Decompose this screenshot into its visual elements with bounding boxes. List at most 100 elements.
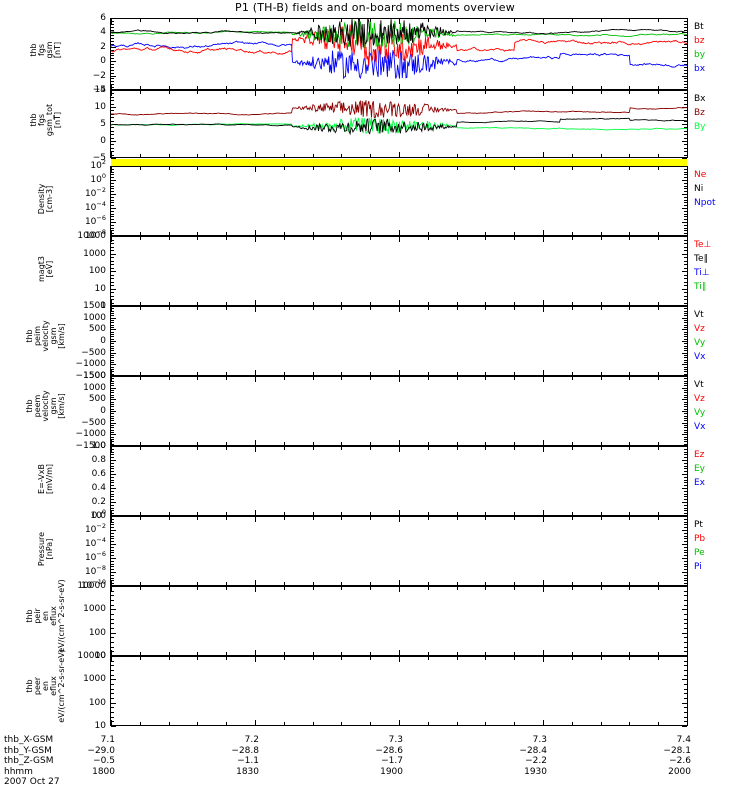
tick-mark <box>682 46 687 48</box>
tick-mark <box>111 35 114 37</box>
tick-mark <box>111 250 114 251</box>
tick-mark <box>111 425 114 426</box>
tick-mark <box>255 230 256 235</box>
tick-mark <box>684 137 687 139</box>
tick-mark <box>571 722 573 725</box>
tick-mark <box>543 152 544 157</box>
tick-mark <box>399 84 400 89</box>
tick-mark <box>485 237 487 240</box>
tick-mark <box>139 307 141 310</box>
tick-mark <box>111 569 114 571</box>
tick-mark <box>658 154 660 157</box>
tick-mark <box>111 387 116 389</box>
tick-mark <box>111 436 114 438</box>
tick-mark <box>111 502 116 503</box>
legend-fgs-gsm: Bt bz by bx <box>694 22 705 78</box>
tick-mark <box>399 152 400 157</box>
tick-mark <box>226 582 228 585</box>
tick-mark <box>456 652 458 655</box>
tick-mark <box>399 440 400 445</box>
tick-mark <box>682 558 687 559</box>
tick-mark <box>111 496 114 498</box>
x-tick-column: 7.1 −29.0 −0.5 1800 <box>67 735 115 777</box>
tick-mark <box>197 19 199 22</box>
tick-mark <box>312 86 314 89</box>
tick-mark <box>341 587 343 590</box>
tick-mark <box>684 64 687 66</box>
tick-mark <box>629 19 631 22</box>
y-tick: 10−4 <box>84 536 106 549</box>
tick-mark <box>111 306 116 307</box>
tick-mark <box>312 652 314 655</box>
y-tick: −1500 <box>75 371 106 381</box>
tick-mark <box>111 552 114 554</box>
tick-mark <box>514 652 516 655</box>
tick-mark <box>370 372 372 375</box>
x-tick-value: 7.3 <box>388 735 403 745</box>
tick-mark <box>658 307 660 310</box>
tick-mark <box>139 91 141 94</box>
tick-mark <box>485 722 487 725</box>
tick-mark <box>684 369 687 370</box>
tick-mark <box>111 355 114 356</box>
x-tick-value: −28.8 <box>231 745 259 756</box>
tick-mark <box>111 443 114 445</box>
tick-mark <box>111 78 114 80</box>
tick-mark <box>111 81 114 83</box>
x-tick-value: 1900 <box>380 766 403 777</box>
tick-mark <box>427 307 429 310</box>
tick-mark <box>514 657 516 660</box>
tick-mark <box>456 237 458 240</box>
y-axis-label-peer-eflux: thb peer en eflux eV/(cm^2-s-sr-eV) <box>25 649 66 723</box>
tick-mark <box>111 558 116 559</box>
tick-mark <box>312 232 314 235</box>
x-tick-value: −1.7 <box>381 756 403 766</box>
tick-mark <box>571 442 573 445</box>
tick-mark <box>226 512 228 515</box>
tick-mark <box>111 91 112 96</box>
tick-mark <box>684 541 687 543</box>
tick-mark <box>600 722 602 725</box>
y-tick: 6 <box>100 13 106 23</box>
tick-mark <box>111 75 116 77</box>
tick-mark <box>684 151 687 153</box>
tick-mark <box>543 587 544 592</box>
tick-mark <box>111 474 116 475</box>
tick-mark <box>543 377 544 382</box>
tick-mark <box>684 257 687 258</box>
tick-mark <box>427 652 429 655</box>
tick-mark <box>312 302 314 305</box>
tick-mark <box>111 55 114 57</box>
tick-mark <box>111 113 114 115</box>
y-ticks-peim-velocity: 1500 1000 500 0 −500 −1000 −1500 <box>62 301 106 381</box>
tick-mark <box>111 420 114 422</box>
tick-mark <box>514 86 516 89</box>
tick-mark <box>370 19 372 22</box>
tick-mark <box>684 660 687 662</box>
legend-item-Ni: Ni <box>694 184 704 194</box>
tick-mark <box>283 19 285 22</box>
tick-mark <box>111 167 112 172</box>
tick-mark <box>111 586 116 587</box>
tick-mark <box>684 224 687 226</box>
tick-mark <box>168 377 170 380</box>
x-tick-column: 7.3 −28.6 −1.7 1900 <box>355 735 403 777</box>
tick-mark <box>684 334 687 335</box>
tick-mark <box>111 26 114 28</box>
tick-mark <box>684 518 687 520</box>
tick-mark <box>427 587 429 590</box>
x-tick-value: −2.2 <box>525 756 547 766</box>
tick-mark <box>684 538 687 540</box>
tick-mark <box>682 306 687 307</box>
tick-mark <box>684 81 687 83</box>
tick-mark <box>684 371 687 373</box>
tick-mark <box>111 267 114 269</box>
tick-mark <box>684 134 687 136</box>
tick-mark <box>600 652 602 655</box>
tick-mark <box>684 439 687 440</box>
tick-mark <box>682 586 687 587</box>
tick-mark <box>111 600 114 601</box>
tick-mark <box>600 167 602 170</box>
y-tick: 10−4 <box>84 200 106 213</box>
tick-mark <box>341 582 343 585</box>
